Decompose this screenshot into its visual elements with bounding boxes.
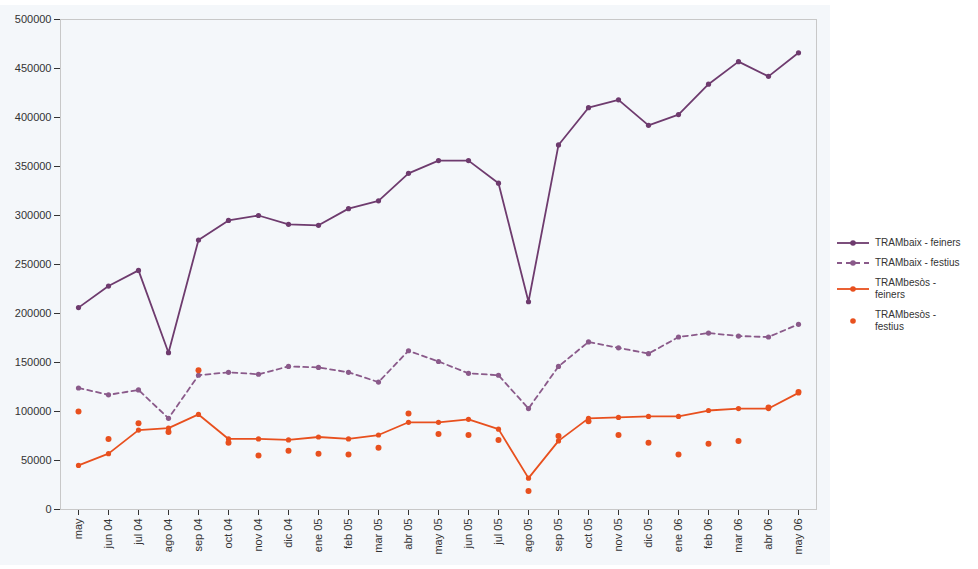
svg-text:150000: 150000: [15, 356, 52, 368]
svg-text:350000: 350000: [15, 160, 52, 172]
svg-text:jun 04: jun 04: [102, 518, 114, 549]
svg-text:300000: 300000: [15, 209, 52, 221]
svg-text:may 06: may 06: [792, 518, 804, 554]
html-text:TRAMbaix - festius: TRAMbaix - festius: [875, 256, 960, 268]
svg-text:250000: 250000: [15, 258, 52, 270]
svg-text:nov 05: nov 05: [612, 518, 624, 551]
svg-text:feb 06: feb 06: [702, 518, 714, 549]
svg-text:50000: 50000: [21, 454, 52, 466]
svg-text:400000: 400000: [15, 111, 52, 123]
svg-text:200000: 200000: [15, 307, 52, 319]
svg-text:ago 04: ago 04: [162, 518, 174, 552]
svg-text:mar 06: mar 06: [732, 518, 744, 552]
svg-text:jul 05: jul 05: [492, 518, 504, 545]
html-text:TRAMbaix - feiners: TRAMbaix - feiners: [875, 236, 961, 248]
svg-text:100000: 100000: [15, 405, 52, 417]
svg-text:may 05: may 05: [432, 518, 444, 554]
svg-text:sep 05: sep 05: [552, 518, 564, 551]
svg-text:dic 05: dic 05: [642, 518, 654, 547]
svg-text:450000: 450000: [15, 62, 52, 74]
svg-text:mar 05: mar 05: [372, 518, 384, 552]
svg-text:oct 04: oct 04: [222, 518, 234, 548]
svg-text:feb 05: feb 05: [342, 518, 354, 549]
svg-text:dic 04: dic 04: [282, 518, 294, 547]
svg-text:ago 05: ago 05: [522, 518, 534, 552]
html-text:TRAMbesòs - festius: TRAMbesòs - festius: [875, 308, 937, 332]
svg-text:abr 06: abr 06: [762, 518, 774, 549]
svg-text:500000: 500000: [15, 13, 52, 25]
svg-text:sep 04: sep 04: [192, 518, 204, 551]
html-text:TRAMbesòs - feiners: TRAMbesòs - feiners: [875, 276, 937, 300]
svg-text:ene 05: ene 05: [312, 518, 324, 552]
svg-text:jun 05: jun 05: [462, 518, 474, 549]
svg-text:abr 05: abr 05: [402, 518, 414, 549]
svg-text:0: 0: [45, 503, 51, 515]
svg-text:oct 05: oct 05: [582, 518, 594, 548]
svg-text:ene 06: ene 06: [672, 518, 684, 552]
svg-text:may: may: [72, 518, 84, 539]
svg-text:jul 04: jul 04: [132, 518, 144, 545]
svg-text:nov 04: nov 04: [252, 518, 264, 551]
